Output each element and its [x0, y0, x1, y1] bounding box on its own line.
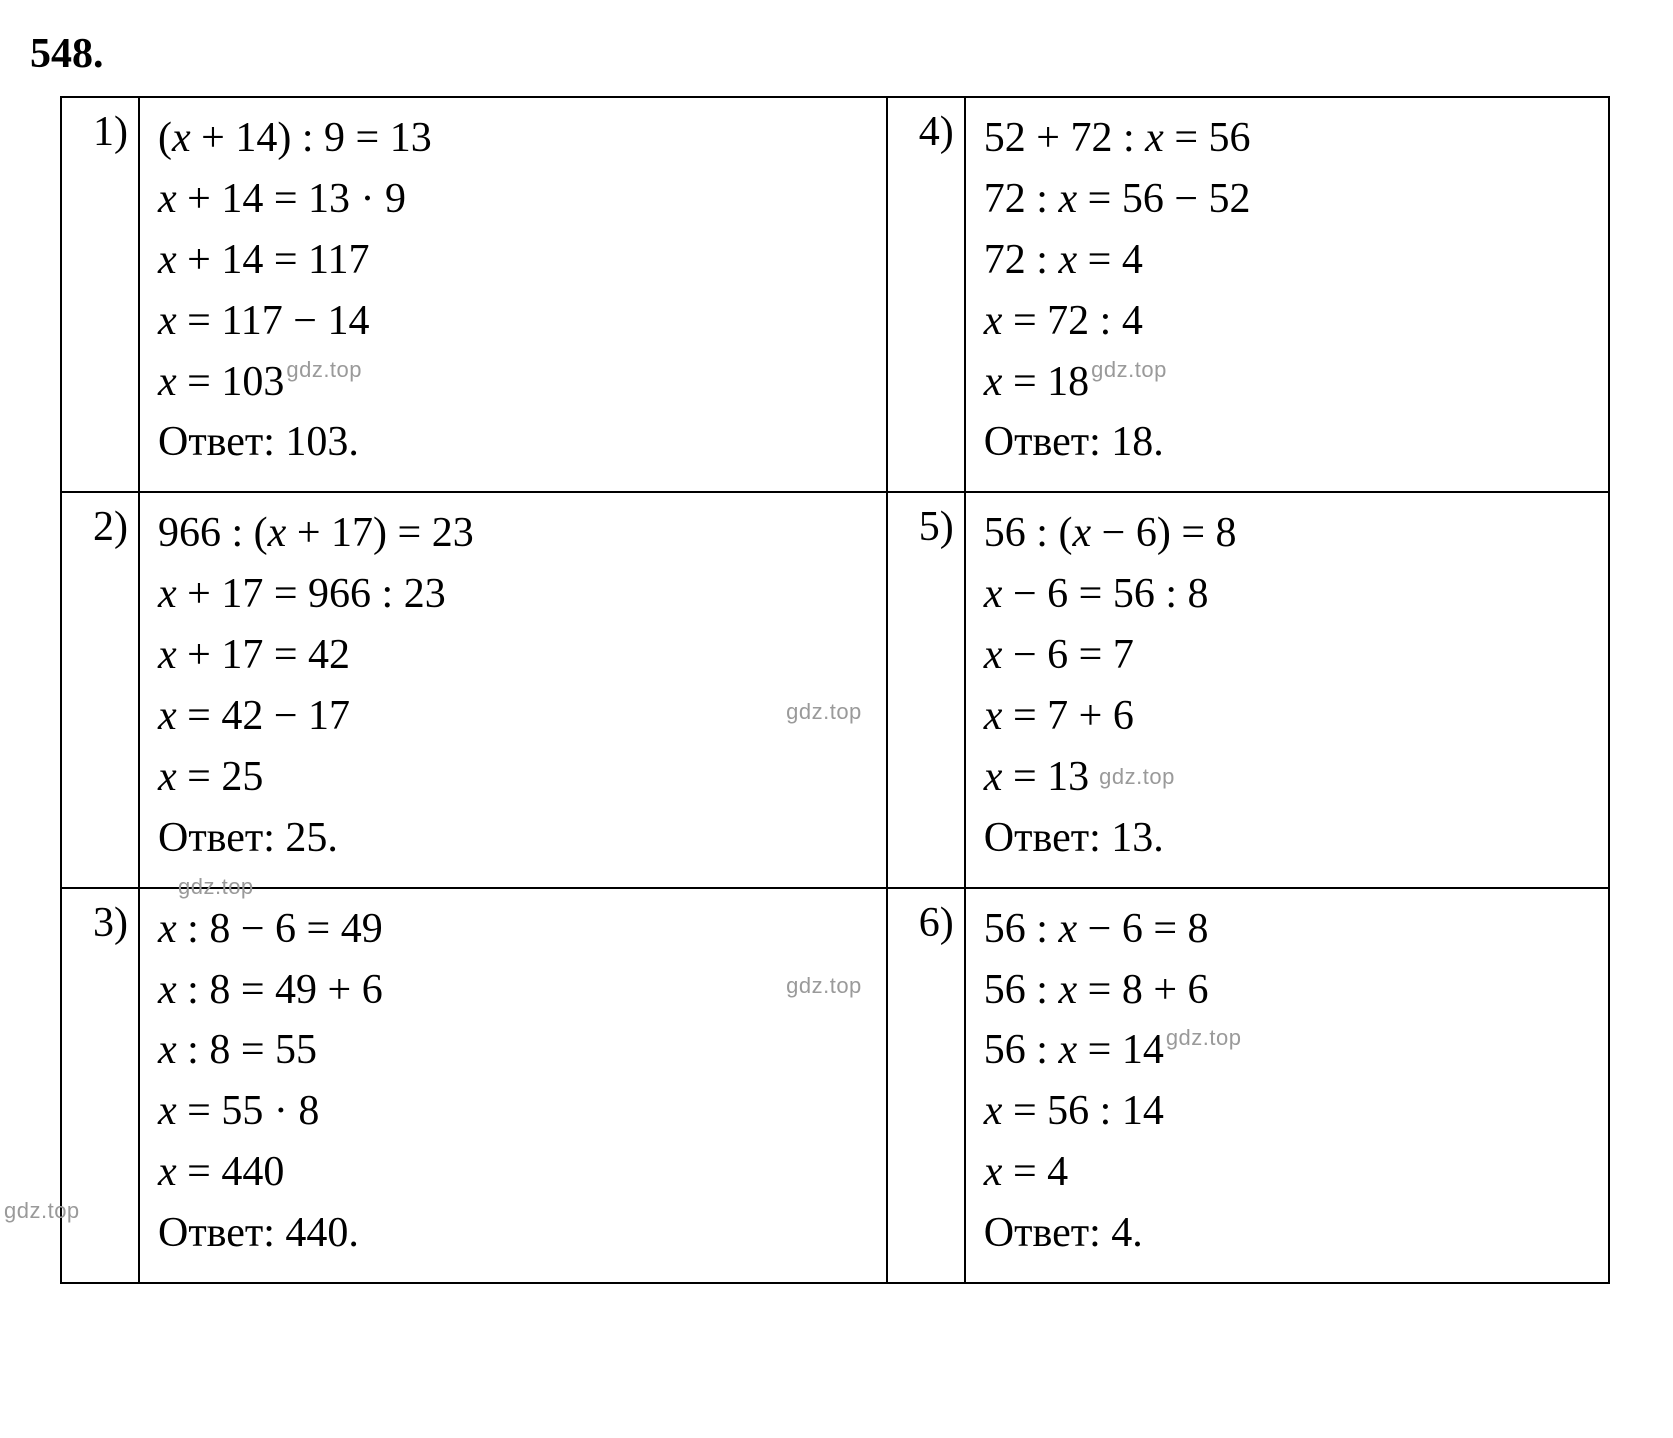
problem-index-cell: 5) [887, 492, 965, 887]
problem-solution-cell: 56 : (x − 6) = 8x − 6 = 56 : 8x − 6 = 7x… [965, 492, 1609, 887]
equation-line: 56 : x − 6 = 8 [984, 899, 1590, 960]
equation-line: x + 14 = 13 · 9 [158, 169, 868, 230]
equation-line: x : 8 = 49 + 6gdz.top [158, 960, 868, 1021]
problem-solution-cell: gdz.top x : 8 − 6 = 49x : 8 = 49 + 6gdz.t… [139, 888, 887, 1283]
equation-line: 72 : x = 4 [984, 230, 1590, 291]
equation-line: (x + 14) : 9 = 13 [158, 108, 868, 169]
problem-solution-cell: 52 + 72 : x = 5672 : x = 56 − 5272 : x =… [965, 97, 1609, 492]
answer-line: Ответ: 440. [158, 1203, 868, 1264]
answer-line: Ответ: 13. [984, 808, 1590, 869]
equation-line: x = 440 [158, 1142, 868, 1203]
watermark-text: gdz.top [786, 696, 862, 728]
problem-solution-cell: (x + 14) : 9 = 13x + 14 = 13 · 9x + 14 =… [139, 97, 887, 492]
watermark-text: gdz.top [786, 970, 862, 1002]
watermark-text: gdz.top [1166, 1025, 1242, 1050]
equation-line: 52 + 72 : x = 56 [984, 108, 1590, 169]
equation-line: 56 : (x − 6) = 8 [984, 503, 1590, 564]
watermark-text: gdz.top [286, 357, 362, 382]
equation-line: x = 25 [158, 747, 868, 808]
problem-number-heading: 548. [30, 30, 1613, 78]
equation-line: x = 13gdz.top [984, 747, 1590, 808]
equation-line: x : 8 = 55 [158, 1020, 868, 1081]
equation-line: x = 4 [984, 1142, 1590, 1203]
answer-line: Ответ: 103. [158, 412, 868, 473]
solutions-table: 1)(x + 14) : 9 = 13x + 14 = 13 · 9x + 14… [60, 96, 1610, 1284]
equation-line: x = 72 : 4 [984, 291, 1590, 352]
equation-line: 56 : x = 14gdz.top [984, 1020, 1590, 1081]
equation-line: x − 6 = 56 : 8 [984, 564, 1590, 625]
equation-line: x = 55 · 8 [158, 1081, 868, 1142]
watermark-text: gdz.top [1091, 357, 1167, 382]
problem-solution-cell: 56 : x − 6 = 856 : x = 8 + 656 : x = 14g… [965, 888, 1609, 1283]
equation-line: x + 17 = 42 [158, 625, 868, 686]
equation-line: x − 6 = 7 [984, 625, 1590, 686]
equation-line: x = 42 − 17gdz.top [158, 686, 868, 747]
problem-index-cell: 6) [887, 888, 965, 1283]
watermark-left-side: gdz.top [4, 1198, 80, 1224]
problem-index-cell: 2) [61, 492, 139, 887]
equation-line: 966 : (x + 17) = 23 [158, 503, 868, 564]
problem-index-cell: 1) [61, 97, 139, 492]
answer-line: Ответ: 4. [984, 1203, 1590, 1264]
equation-line: x = 117 − 14 [158, 291, 868, 352]
problem-solution-cell: 966 : (x + 17) = 23x + 17 = 966 : 23x + … [139, 492, 887, 887]
equation-line: x = 56 : 14 [984, 1081, 1590, 1142]
equation-line: x = 18gdz.top [984, 352, 1590, 413]
equation-line: 56 : x = 8 + 6 [984, 960, 1590, 1021]
equation-line: x + 14 = 117 [158, 230, 868, 291]
equation-line: x = 103gdz.top [158, 352, 868, 413]
page-container: 548. gdz.top 1)(x + 14) : 9 = 13x + 14 =… [60, 30, 1613, 1284]
equation-line: x : 8 − 6 = 49 [158, 899, 868, 960]
problem-index-cell: 4) [887, 97, 965, 492]
answer-line: Ответ: 18. [984, 412, 1590, 473]
watermark-text: gdz.top [1099, 764, 1175, 789]
equation-line: x + 17 = 966 : 23 [158, 564, 868, 625]
answer-line: Ответ: 25. [158, 808, 868, 869]
equation-line: 72 : x = 56 − 52 [984, 169, 1590, 230]
equation-line: x = 7 + 6 [984, 686, 1590, 747]
